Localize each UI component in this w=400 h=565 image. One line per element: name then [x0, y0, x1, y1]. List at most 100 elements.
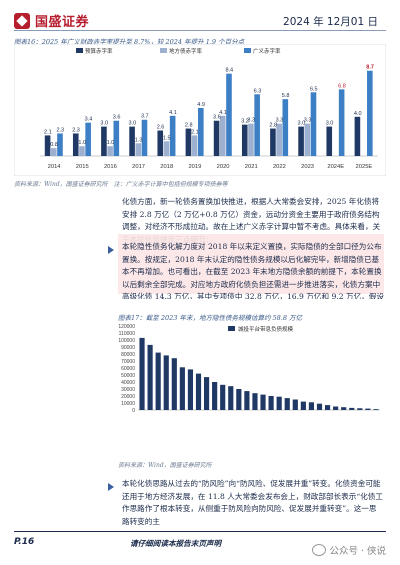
bar	[163, 355, 169, 410]
bar	[292, 399, 298, 410]
watermark: 公众号 · 侠说	[312, 543, 386, 557]
bar-地方债赤字率	[50, 148, 57, 156]
data-label: 2.8	[269, 123, 277, 129]
data-label: 1.0	[107, 140, 115, 146]
bar	[268, 396, 274, 410]
bullet-arrow-icon	[108, 481, 116, 491]
bar	[324, 405, 331, 410]
x-tick-label: 2022	[273, 164, 286, 170]
data-label: 4.9	[197, 102, 205, 108]
data-label: 6.8	[338, 83, 346, 89]
bar-广义赤字率	[85, 122, 91, 156]
y-tick-label: 0	[132, 408, 135, 414]
bar	[220, 384, 226, 410]
legend-swatch	[244, 48, 251, 53]
paragraph-text: 本轮隐性债务化解力度对 2018 年以来定义置换，实际隐债的全部口径为公布置换。…	[122, 242, 384, 299]
bar	[179, 367, 185, 410]
bar	[195, 373, 202, 410]
bar	[349, 407, 355, 410]
x-tick-label: 2023	[301, 164, 314, 170]
bar	[308, 402, 315, 410]
brand-name: 国盛证券	[35, 15, 90, 30]
data-label: 2.1	[191, 129, 199, 135]
data-label: 3.2	[241, 119, 249, 125]
bar-预算赤字率	[326, 126, 333, 156]
bar	[244, 391, 250, 410]
data-label: 6.3	[254, 88, 262, 94]
bar-广义赤字率	[282, 99, 289, 156]
report-date: 2024 年 12月01 日	[283, 16, 378, 28]
bar	[276, 396, 282, 410]
y-tick-label: 60000	[121, 366, 135, 372]
bar	[333, 406, 339, 410]
x-tick-label: 2021	[245, 164, 258, 170]
bar-广义赤字率	[338, 89, 345, 156]
figure-17-source: 资料来源：Wind，国盛证券研究所	[118, 462, 212, 469]
y-tick-label: 80000	[121, 352, 135, 358]
y-tick-label: 30000	[121, 387, 135, 393]
bar-广义赤字率	[367, 70, 373, 156]
bar	[236, 389, 242, 410]
data-label: 5.8	[282, 93, 290, 99]
data-label: 1.0	[78, 140, 86, 146]
y-tick-label: 70000	[121, 359, 135, 365]
bar-广义赤字率	[254, 94, 260, 156]
paragraph-hidden-debt: 本轮隐性债务化解力度对 2018 年以来定义置换，实际隐债的全部口径为公布置换。…	[122, 241, 384, 299]
x-tick-label: 2024E	[327, 164, 344, 170]
bar-地方债赤字率	[304, 123, 311, 156]
data-label: 4.1	[219, 110, 227, 116]
bar	[203, 377, 210, 410]
bar	[300, 401, 306, 410]
bar-广义赤字率	[57, 133, 63, 156]
highlight-overlay	[118, 234, 384, 294]
legend-swatch	[160, 48, 167, 53]
chart-frame	[108, 322, 384, 432]
legend-swatch	[76, 48, 83, 53]
bar	[316, 403, 323, 410]
legend-label: 广义赤字率	[253, 47, 281, 55]
bar-地方债赤字率	[276, 123, 282, 156]
y-tick-label: 20000	[121, 394, 135, 400]
bar-地方债赤字率	[248, 123, 254, 156]
bar-预算赤字率	[72, 133, 79, 156]
y-tick-label: 40000	[121, 380, 135, 386]
page-number: P.16	[14, 537, 35, 547]
figure-16-caption: 图表16：2025 年广义财政赤字率提升至 8.7%，较 2024 年提升 1.…	[14, 38, 245, 46]
bar-地方债赤字率	[191, 135, 198, 156]
paragraph-text: 本轮化债思路从过去的“防风险”向“防风险、促发展并重”转变。化债资金可能还用于地…	[122, 479, 384, 526]
bar	[155, 352, 161, 410]
bar	[139, 337, 145, 410]
data-label: 3.3	[276, 118, 284, 124]
bar-广义赤字率	[169, 115, 176, 156]
brand-header: 国盛证券	[14, 11, 89, 30]
data-label: 3.0	[129, 121, 137, 127]
bar-广义赤字率	[310, 92, 317, 156]
bar	[228, 386, 234, 410]
data-label: 1.5	[163, 135, 171, 141]
bar	[147, 344, 153, 410]
bar-预算赤字率	[185, 128, 192, 156]
data-label: 1.3	[135, 137, 143, 143]
data-label: 3.0	[100, 121, 108, 127]
data-label: 3.6	[213, 115, 221, 121]
legend-label: 预算赤字率	[85, 47, 113, 55]
bar-预算赤字率	[44, 135, 51, 156]
brand-logo-icon	[14, 12, 30, 29]
data-label: 3.4	[85, 117, 93, 123]
watermark-text: 公众号 · 侠说	[329, 546, 386, 557]
bar	[357, 408, 363, 410]
bar-地方债赤字率	[135, 143, 142, 156]
bar	[341, 407, 347, 410]
bar-预算赤字率	[157, 130, 164, 156]
bar	[252, 393, 258, 410]
y-tick-label: 100000	[118, 338, 135, 344]
data-label: 2.6	[157, 125, 165, 131]
figure-17-caption: 图表17：截至 2023 年末，地方隐性债务规模估算约 58.8 万亿	[118, 314, 303, 322]
x-tick-label: 2014	[48, 164, 62, 170]
y-tick-label: 120000	[118, 324, 135, 330]
data-label: 2.1	[44, 129, 52, 135]
data-label: 8.7	[366, 65, 374, 71]
paragraph-strategy-shift: 本轮化债思路从过去的“防风险”向“防风险、促发展并重”转变。化债资金可能还用于地…	[122, 478, 384, 526]
bar-地方债赤字率	[79, 146, 85, 156]
data-label: 2.8	[185, 123, 193, 129]
